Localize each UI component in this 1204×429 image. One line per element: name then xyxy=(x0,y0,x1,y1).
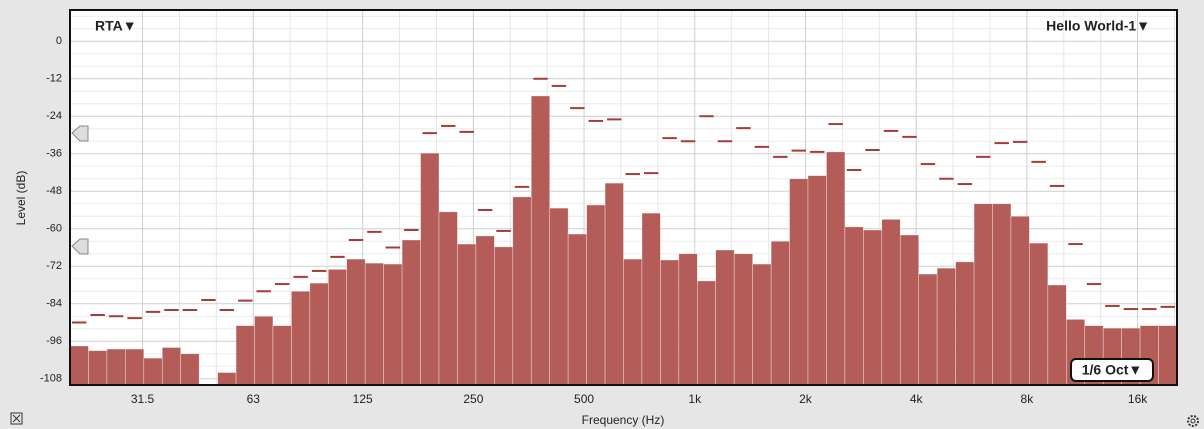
close-icon[interactable] xyxy=(10,412,23,425)
bar xyxy=(328,269,347,386)
bar xyxy=(955,261,975,386)
bar xyxy=(826,151,846,386)
bar xyxy=(918,273,938,386)
plot-frame xyxy=(69,9,1178,386)
bar xyxy=(899,234,920,386)
x-tick-label: 63 xyxy=(247,392,261,406)
bar xyxy=(770,240,790,386)
bar xyxy=(733,253,753,386)
x-tick-label: 1k xyxy=(688,392,702,406)
bar xyxy=(88,350,108,386)
bar xyxy=(973,203,993,386)
bar xyxy=(69,345,89,386)
y-tick-label: -24 xyxy=(46,110,62,122)
bar xyxy=(660,259,680,386)
bar xyxy=(494,246,514,386)
bar xyxy=(881,219,901,386)
bar xyxy=(678,253,698,386)
y-tick-label: -108 xyxy=(40,373,62,385)
bar xyxy=(438,211,458,386)
resolution-menu[interactable]: 1/6 Oct▼ xyxy=(1082,362,1143,378)
bar xyxy=(401,239,421,386)
y-tick-label: 0 xyxy=(56,35,62,47)
bar xyxy=(143,357,163,386)
x-axis-label: Frequency (Hz) xyxy=(582,413,665,427)
x-tick-label: 8k xyxy=(1021,392,1035,406)
bar xyxy=(364,262,384,386)
bar xyxy=(309,282,329,386)
upper-handle[interactable] xyxy=(71,125,89,142)
lower-handle[interactable] xyxy=(71,238,89,255)
resolution-box[interactable] xyxy=(1070,358,1154,382)
bar xyxy=(567,233,587,386)
bar xyxy=(125,348,145,386)
bar xyxy=(161,347,182,386)
bar xyxy=(291,290,311,386)
bar xyxy=(549,207,569,386)
bar xyxy=(106,348,126,386)
bar xyxy=(807,175,827,386)
y-tick-label: -12 xyxy=(46,73,62,85)
bar xyxy=(457,243,477,386)
bar xyxy=(512,196,532,386)
bar xyxy=(1029,242,1049,386)
bar xyxy=(346,258,366,386)
y-tick-label: -60 xyxy=(46,223,62,235)
y-tick-label: -48 xyxy=(46,185,62,197)
bar xyxy=(697,280,717,386)
y-tick-label: -96 xyxy=(46,335,62,347)
y-tick-label: -36 xyxy=(46,148,62,160)
bar xyxy=(1047,284,1067,386)
bar xyxy=(383,263,403,386)
bar xyxy=(789,178,809,386)
bar xyxy=(936,267,956,386)
y-tick-label: -84 xyxy=(46,298,62,310)
x-tick-label: 500 xyxy=(574,392,594,406)
bar xyxy=(217,372,237,386)
bar xyxy=(475,235,495,386)
bar xyxy=(752,263,772,386)
bar xyxy=(530,95,551,386)
bar xyxy=(1158,325,1178,386)
x-tick-label: 250 xyxy=(463,392,483,406)
bar xyxy=(863,229,883,386)
x-tick-label: 31.5 xyxy=(131,392,155,406)
bar xyxy=(586,204,606,386)
rta-menu[interactable]: RTA▼ xyxy=(95,18,137,34)
x-tick-label: 16k xyxy=(1128,392,1148,406)
settings-icon[interactable] xyxy=(1187,415,1199,427)
bar xyxy=(715,249,735,386)
x-tick-label: 4k xyxy=(910,392,924,406)
bar xyxy=(180,353,200,386)
bar xyxy=(254,315,274,386)
y-axis-label: Level (dB) xyxy=(14,171,28,226)
x-tick-label: 2k xyxy=(799,392,813,406)
bar xyxy=(272,325,292,386)
y-tick-label: -72 xyxy=(46,260,62,272)
x-tick-label: 125 xyxy=(353,392,373,406)
bar xyxy=(623,258,643,386)
bar xyxy=(604,182,624,386)
bar xyxy=(641,212,661,386)
bar xyxy=(844,226,864,386)
bar xyxy=(1010,215,1030,386)
bar xyxy=(992,203,1012,386)
source-menu[interactable]: Hello World-1▼ xyxy=(1046,18,1150,34)
bar xyxy=(235,325,255,386)
bar xyxy=(420,152,440,386)
